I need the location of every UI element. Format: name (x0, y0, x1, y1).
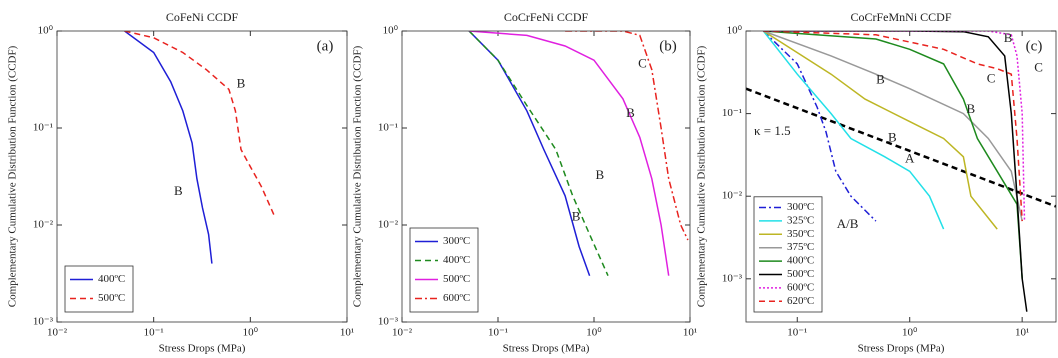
panel-tag: (a) (317, 38, 334, 54)
y-tick-label: 10⁻² (378, 219, 399, 231)
series-line (124, 31, 213, 264)
x-axis-label: Stress Drops (MPa) (159, 343, 246, 355)
series-line (468, 31, 591, 276)
legend-label: 600ºC (443, 292, 470, 304)
annotation: C (1034, 60, 1043, 75)
annotation: B (967, 101, 976, 116)
legend-label: 350ºC (787, 228, 814, 240)
legend-label: 600ºC (787, 281, 814, 293)
annotation: A (905, 150, 915, 165)
x-axis-label: Stress Drops (MPa) (503, 343, 590, 355)
legend-box (64, 265, 134, 313)
y-tick-label: 10⁻² (33, 219, 54, 231)
reference-line (746, 87, 1056, 208)
legend-label: 400ºC (787, 255, 814, 267)
series-line (124, 31, 276, 218)
x-tick-label: 10⁻² (47, 327, 68, 339)
panel: CoFeNi CCDF Stress Drops (MPa) Complementa… (7, 10, 355, 355)
plot-frame (401, 30, 691, 323)
y-axis-label: Complementary Cumulative Distribution Fu… (696, 45, 708, 307)
annotation: C (987, 70, 996, 85)
annotation: B (572, 208, 581, 223)
panel-tag: (b) (659, 38, 677, 54)
series-line (762, 31, 998, 230)
legend-label: 500ºC (443, 273, 470, 285)
legend-label: 500ºC (787, 268, 814, 280)
x-tick-label: 10¹ (683, 327, 697, 339)
x-tick-label: 10⁻¹ (488, 327, 508, 339)
legend-label: 325ºC (787, 214, 814, 226)
legend-label: 300ºC (787, 201, 814, 213)
x-axis-label: Stress Drops (MPa) (858, 343, 945, 355)
y-tick-label: 10⁰ (383, 25, 399, 37)
y-tick-label: 10⁻¹ (33, 122, 53, 134)
legend: 400ºC 500ºC (64, 265, 134, 313)
series-line (762, 31, 877, 222)
x-tick-label: 10¹ (1015, 327, 1029, 339)
annotation: C (638, 56, 647, 71)
series-line (469, 31, 670, 276)
y-tick-label: 10⁻¹ (722, 107, 742, 119)
x-tick-label: 10⁻¹ (144, 327, 164, 339)
annotation: B (876, 72, 885, 87)
annotation: A/B (837, 216, 859, 231)
legend-box (753, 196, 823, 313)
x-tick-label: 10⁻² (392, 327, 413, 339)
panel-tag: (c) (1026, 38, 1043, 54)
legend: 300ºC 400ºC 500ºC 600ºC (409, 227, 479, 313)
series-line (763, 31, 1023, 222)
annotation: B (888, 129, 897, 144)
y-tick-label: 10⁻³ (33, 316, 54, 328)
series-line (468, 31, 609, 277)
x-tick-label: 10⁰ (586, 327, 602, 339)
annotation: B (237, 76, 246, 91)
y-tick-label: 10⁰ (727, 25, 743, 37)
y-axis-label: Complementary Cumulative Distribution Fu… (352, 45, 364, 307)
legend-label: 500ºC (98, 292, 125, 304)
x-tick-label: 10⁰ (243, 327, 259, 339)
legend-label: 620ºC (787, 295, 814, 307)
y-tick-label: 10⁻¹ (378, 122, 398, 134)
panel: CoCrFeNi CCDF Stress Drops (MPa) Complemen… (352, 10, 698, 355)
series-line (763, 31, 1023, 279)
legend-label: 400ºC (443, 254, 470, 266)
panel-title: CoFeNi CCDF (166, 10, 239, 24)
series-line (763, 31, 1023, 222)
y-tick-label: 10⁻³ (378, 316, 399, 328)
legend-label: 400ºC (98, 273, 125, 285)
y-tick-label: 10⁻² (722, 190, 743, 202)
legend-label: 375ºC (787, 241, 814, 253)
series-line (762, 31, 945, 230)
annotation: B (626, 105, 635, 120)
panel: CoCrFeMnNi CCDF Stress Drops (MPa) Complem… (696, 10, 1057, 355)
x-tick-label: 10¹ (340, 327, 354, 339)
series-line (565, 31, 689, 241)
annotation: B (595, 167, 604, 182)
annotation: B (1004, 30, 1013, 45)
plot-frame (56, 30, 348, 323)
x-tick-label: 10⁻¹ (787, 327, 807, 339)
y-tick-label: 10⁻³ (722, 272, 743, 284)
annotation: κ = 1.5 (754, 123, 791, 138)
y-tick-label: 10⁰ (38, 25, 54, 37)
annotation: B (174, 183, 183, 198)
y-axis-label: Complementary Cumulative Distribution Fu… (7, 45, 19, 307)
panel-title: CoCrFeNi CCDF (504, 10, 589, 24)
plot-frame (745, 30, 1057, 323)
panel-title: CoCrFeMnNi CCDF (850, 10, 951, 24)
legend-label: 300ºC (443, 235, 470, 247)
x-tick-label: 10⁰ (902, 327, 918, 339)
series-line (763, 31, 1026, 222)
